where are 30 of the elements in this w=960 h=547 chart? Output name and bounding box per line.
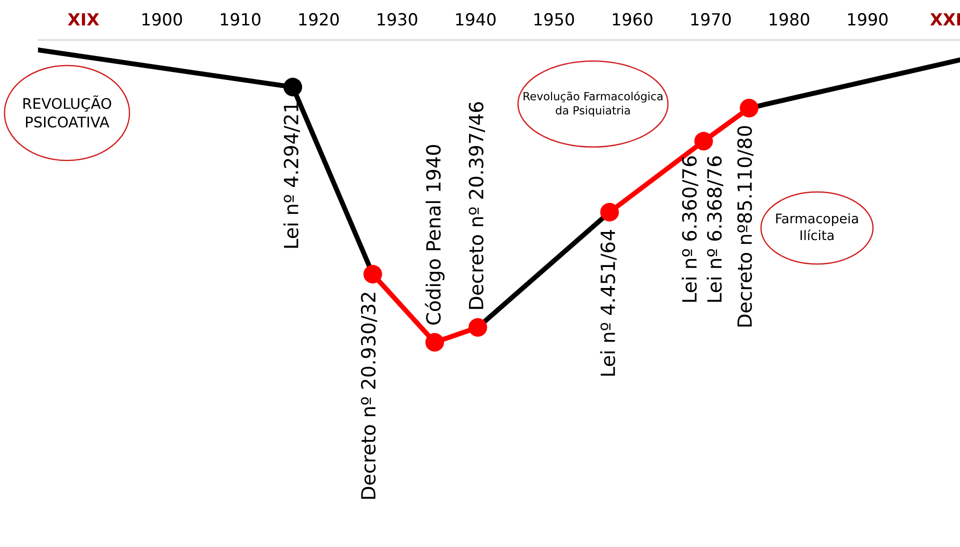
annotation: Revolução Farmacológica da Psiquiatria (524, 91, 662, 117)
annotation: Decreto nº85.110/80 (737, 126, 754, 327)
x-tick-label: 1990 (848, 13, 888, 26)
annotation: Decreto nº 20.397/46 (468, 102, 485, 309)
annotation: Lei nº 4.451/64 (600, 230, 617, 376)
point (425, 333, 444, 352)
x-tick-label: XIX (68, 13, 100, 26)
x-tick-label: 1920 (299, 13, 339, 26)
x-tick-label: 1930 (378, 13, 418, 26)
point (740, 98, 758, 118)
x-tick-label: 1970 (691, 13, 731, 26)
annotation: Lei nº 6.360/76 (682, 156, 698, 302)
annotation: Lei nº 4.294/21 (283, 102, 300, 248)
annotation: Código Penal 1940 (424, 145, 445, 325)
x-tick-label: 1900 (142, 13, 182, 26)
annotation: REVOLUÇÃO PSICOATIVA (23, 95, 112, 128)
point (468, 318, 488, 337)
annotation: Decreto nº 20.930/32 (360, 292, 378, 499)
x-tick-label: 1950 (534, 13, 574, 26)
annotation: Farmacopeia Ilícita (776, 213, 858, 240)
x-tick-label: 1940 (456, 13, 496, 26)
x-tick-label: 1960 (612, 13, 652, 26)
x-tick-label: XXI (930, 13, 960, 26)
point (363, 264, 382, 284)
point (600, 202, 619, 222)
x-tick-label: 1980 (770, 13, 810, 26)
point (283, 78, 302, 96)
x-tick-label: 1910 (220, 13, 260, 26)
annotation: Lei nº 6.368/76 (706, 156, 724, 302)
point (694, 132, 713, 150)
